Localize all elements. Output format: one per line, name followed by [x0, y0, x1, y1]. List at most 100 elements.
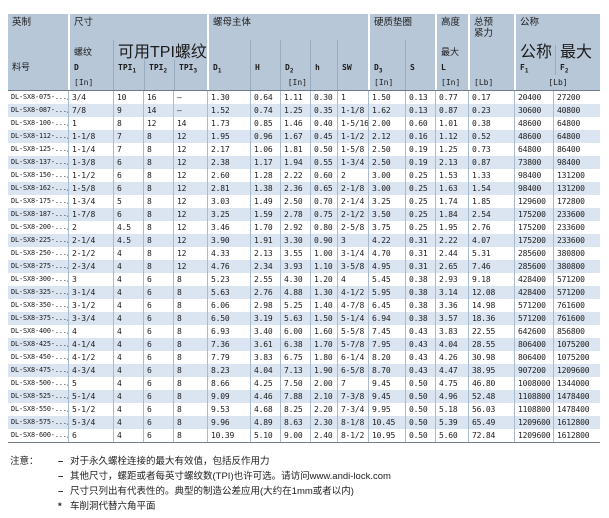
- thread-diameter-cell: 2: [68, 221, 113, 234]
- s-thickness-cell: 0.19: [405, 156, 435, 169]
- tpi-2-cell: 8: [143, 156, 173, 169]
- tpi-1-cell: 6: [113, 182, 143, 195]
- tpi-3-cell: 12: [173, 260, 207, 273]
- d3-diameter-cell: 1.50: [368, 91, 405, 104]
- l-max-height-cell: 1.74: [435, 195, 468, 208]
- part-number-cell: DL-SX8-087-.../W: [11, 106, 68, 114]
- total-preload-cell: 18.36: [468, 312, 514, 325]
- h-washer-height-cell: 0.70: [310, 195, 337, 208]
- h-washer-height-cell: 0.55: [310, 156, 337, 169]
- col-d2-header: D2 [In]: [280, 40, 310, 90]
- d1-diameter-cell: 9.09: [207, 390, 250, 403]
- d3-diameter-cell: 8.70: [368, 364, 405, 377]
- d3-diameter-cell: 3.50: [368, 208, 405, 221]
- d2-label: D2: [285, 63, 294, 75]
- thread-diameter-cell: 2-1/2: [68, 247, 113, 260]
- thread-diameter-cell: 3/4: [68, 91, 113, 104]
- d2-diameter-cell: 2.78: [280, 208, 310, 221]
- tpi-1-cell: 4: [113, 286, 143, 299]
- group-nominal: 公称: [514, 14, 600, 40]
- h-height-cell: 4.25: [250, 377, 280, 390]
- col-part-number-header: 料号: [8, 40, 68, 90]
- preload-unit: [Lb]: [474, 78, 494, 87]
- f2-max-cell: 571200: [553, 273, 600, 286]
- h-washer-height-cell: 0.45: [310, 130, 337, 143]
- d3-diameter-cell: 10.45: [368, 416, 405, 429]
- tpi3-label: TPI3: [174, 60, 208, 90]
- d2-diameter-cell: 7.13: [280, 364, 310, 377]
- h-washer-height-cell: 0.30: [310, 91, 337, 104]
- group-size: 尺寸: [68, 14, 207, 40]
- d1-diameter-cell: 6.50: [207, 312, 250, 325]
- tpi-1-cell: 6: [113, 208, 143, 221]
- s-thickness-cell: 0.25: [405, 182, 435, 195]
- sw-wrench-size-cell: 7-3/8: [337, 390, 368, 403]
- f2-max-cell: 856800: [553, 325, 600, 338]
- tpi-2-cell: 8: [143, 143, 173, 156]
- f2-max-cell: 761600: [553, 299, 600, 312]
- note-text: 尺寸只列出有代表性的。典型的制造公差应用(大约在1mm或者以内): [70, 486, 354, 497]
- sw-wrench-size-cell: 2: [337, 169, 368, 182]
- total-preload-cell: 30.98: [468, 351, 514, 364]
- l-max-height-cell: 4.96: [435, 390, 468, 403]
- l-max-height-cell: 4.26: [435, 351, 468, 364]
- d3-unit: [In]: [374, 78, 394, 87]
- tpi-columns: TPI1 TPI2 TPI3: [114, 60, 207, 90]
- d2-diameter-cell: 1.81: [280, 143, 310, 156]
- tpi-1-cell: 4: [113, 247, 143, 260]
- d3-diameter-cell: 4.95: [368, 260, 405, 273]
- f-columns: 公称 F1 最大 F2: [516, 45, 600, 75]
- tpi-3-cell: 12: [173, 234, 207, 247]
- tpi-2-cell: 6: [143, 377, 173, 390]
- d2-diameter-cell: 4.30: [280, 273, 310, 286]
- h-washer-height-cell: 0.90: [310, 234, 337, 247]
- sub-header-row: 料号 螺纹 D [In] 可用TPI螺纹 TPI1 TPI2 TPI3 D1: [8, 40, 600, 90]
- d3-diameter-cell: 5.95: [368, 286, 405, 299]
- total-preload-cell: 46.80: [468, 377, 514, 390]
- h-height-cell: 2.13: [250, 247, 280, 260]
- d3-diameter-cell: 1.62: [368, 104, 405, 117]
- l-max-height-cell: 2.65: [435, 260, 468, 273]
- f2-max-cell: 40800: [553, 104, 600, 117]
- h-washer-height-cell: 0.40: [310, 117, 337, 130]
- tpi-2-cell: 8: [143, 130, 173, 143]
- d3-diameter-cell: 9.95: [368, 403, 405, 416]
- h-washer-height-cell: 1.90: [310, 364, 337, 377]
- table-row: DL-SX8-125-.../W1-1/478122.171.061.810.5…: [8, 143, 600, 156]
- d3-diameter-cell: 6.94: [368, 312, 405, 325]
- l-max-height-cell: 1.12: [435, 130, 468, 143]
- h-washer-height-cell: 2.10: [310, 390, 337, 403]
- tpi-1-cell: 7: [113, 130, 143, 143]
- tpi-2-cell: 8: [143, 221, 173, 234]
- note-bullet: *: [58, 501, 62, 512]
- part-number-cell: DL-SX8-112-.../W: [11, 132, 68, 140]
- h-washer-height-cell: 0.65: [310, 182, 337, 195]
- sw-wrench-size-cell: 4-1/2: [337, 286, 368, 299]
- thread-diameter-cell: 1-1/4: [68, 143, 113, 156]
- tpi-1-cell: 4: [113, 377, 143, 390]
- s-thickness-cell: 0.38: [405, 286, 435, 299]
- tpi-1-cell: 6: [113, 156, 143, 169]
- d3-diameter-cell: 2.00: [368, 117, 405, 130]
- table-header: 英制 尺寸 螺母主体 硬质垫圈 高度 总预紧力 公称 料号 螺纹 D [In] …: [8, 14, 600, 90]
- tpi-2-cell: 6: [143, 299, 173, 312]
- f1-nominal-cell: 48600: [514, 117, 553, 130]
- table-row: DL-SX8-525-.../W5-1/44689.094.467.882.10…: [8, 390, 600, 403]
- thread-diameter-cell: 5-1/4: [68, 390, 113, 403]
- d3-diameter-cell: 4.22: [368, 234, 405, 247]
- f1-nominal-cell: 129600: [514, 195, 553, 208]
- thread-diameter-cell: 1-3/4: [68, 195, 113, 208]
- tpi-3-cell: 8: [173, 286, 207, 299]
- d1-diameter-cell: 1.52: [207, 104, 250, 117]
- f2-max-cell: 233600: [553, 208, 600, 221]
- d1-diameter-cell: 2.38: [207, 156, 250, 169]
- thread-diameter-cell: 4-1/2: [68, 351, 113, 364]
- f2-max-cell: 1612800: [553, 416, 600, 429]
- h-washer-height-cell: 2.00: [310, 377, 337, 390]
- notes: 注意： – 对于永久螺栓连接的最大有效值，包括反作用力 – 其他尺寸，螺距或者每…: [8, 454, 600, 514]
- table-row: DL-SX8-225-.../W2-1/44.58123.901.913.300…: [8, 234, 600, 247]
- d1-diameter-cell: 2.17: [207, 143, 250, 156]
- s-thickness-cell: 0.43: [405, 364, 435, 377]
- d3-label: D3: [374, 63, 383, 75]
- tpi-1-cell: 9: [113, 104, 143, 117]
